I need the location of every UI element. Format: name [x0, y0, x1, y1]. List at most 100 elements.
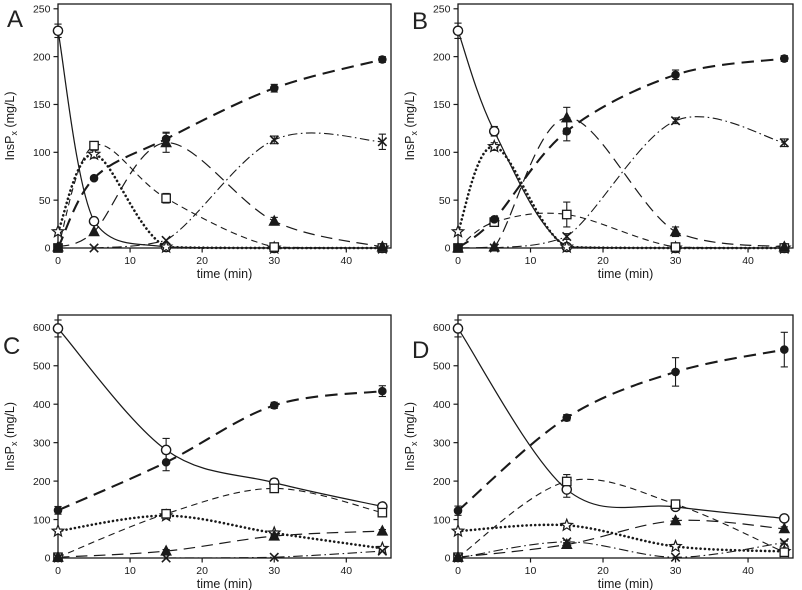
- curve-open-circle-solid: [57, 328, 383, 508]
- y-axis-title: InsPx (mg/L): [403, 402, 419, 471]
- curve-x-cross-dashdot: [457, 541, 785, 559]
- x-axis-title: time (min): [197, 577, 253, 590]
- x-axis: 0 10 20 30 40: [55, 248, 352, 267]
- panel-A-label: A: [7, 6, 24, 33]
- svg-text:40: 40: [340, 255, 352, 267]
- svg-text:40: 40: [340, 565, 352, 577]
- error-bars: [54, 23, 386, 226]
- panel-A-plot: 0 50 100 150 200 250 0 10 20 30 40 time (min) InsPx …: [3, 3, 392, 281]
- y-axis: 0 100 200 300 400 500 600: [33, 322, 58, 565]
- svg-text:100: 100: [433, 514, 451, 526]
- svg-text:30: 30: [268, 255, 280, 267]
- series-curves: [456, 328, 786, 559]
- y-axis-title: InsPx (mg/L): [3, 402, 19, 471]
- svg-text:150: 150: [33, 99, 51, 111]
- series-curves: [456, 30, 786, 250]
- panel-D-plot: 0 100 200 300 400 500 600 0 10 20 30 40 time (min) In…: [403, 314, 794, 590]
- panel-B-label: B: [412, 8, 429, 35]
- svg-text:10: 10: [525, 565, 537, 577]
- x-axis-title: time (min): [598, 577, 654, 590]
- curve-filled-circle-longdash: [57, 390, 383, 512]
- panel-C-plot: 0 100 200 300 400 500 600 0 10 20 30 40 time (min) In…: [3, 314, 392, 590]
- curve-filled-triangle-longdash: [457, 117, 785, 249]
- svg-text:100: 100: [433, 147, 451, 159]
- x-axis-title: time (min): [197, 267, 253, 281]
- curve-open-square-dash: [57, 144, 383, 249]
- svg-text:250: 250: [433, 3, 451, 15]
- svg-text:10: 10: [124, 255, 136, 267]
- svg-text:150: 150: [433, 99, 451, 111]
- curve-open-circle-solid: [457, 30, 785, 249]
- curve-x-cross-dashdot: [458, 116, 785, 249]
- y-axis-title: InsPx (mg/L): [403, 91, 419, 160]
- markers-open-circle-solid: [52, 323, 388, 512]
- markers-filled-circle-longdash: [53, 386, 387, 515]
- svg-text:20: 20: [597, 255, 609, 267]
- svg-text:50: 50: [39, 195, 51, 207]
- svg-text:30: 30: [268, 565, 280, 577]
- curve-x-cross-dashdot: [58, 132, 383, 249]
- curve-open-circle-solid: [57, 30, 383, 249]
- markers-open-circle-solid: [452, 323, 790, 524]
- error-bars: [54, 319, 386, 554]
- svg-text:0: 0: [55, 255, 61, 267]
- markers-filled-circle-longdash: [453, 54, 789, 253]
- markers-x-cross-dashdot: [53, 546, 388, 563]
- svg-text:200: 200: [33, 476, 51, 488]
- markers-filled-circle-longdash: [453, 345, 789, 516]
- panel-C-label: C: [3, 333, 21, 360]
- svg-text:20: 20: [196, 255, 208, 267]
- svg-text:20: 20: [196, 565, 208, 577]
- y-axis: 0 100 200 300 400 500 600: [433, 322, 458, 565]
- x-axis: 0 10 20 30 40: [455, 558, 754, 577]
- axis-frame: [457, 314, 794, 559]
- x-axis-title: time (min): [598, 267, 654, 281]
- svg-text:0: 0: [45, 243, 51, 255]
- markers-open-square-dash: [453, 209, 790, 253]
- panel-D-label: D: [412, 337, 430, 364]
- svg-text:0: 0: [55, 565, 61, 577]
- curve-filled-triangle-longdash: [57, 530, 383, 558]
- panel-A: A 0 50 100 150 200 250 0 10 20 30 40 time (min) InsP…: [0, 0, 400, 295]
- svg-text:200: 200: [33, 51, 51, 63]
- svg-text:300: 300: [33, 437, 51, 449]
- curve-x-cross-dashdot: [58, 550, 383, 559]
- curve-open-star-dotted: [456, 145, 786, 250]
- series-curves: [56, 30, 384, 250]
- panel-B: B 0 50 100 150 200 250 0 10 20 30 40 time (min) InsP…: [400, 0, 802, 295]
- curve-filled-triangle-longdash: [457, 519, 785, 558]
- svg-text:0: 0: [445, 553, 451, 565]
- svg-text:400: 400: [33, 399, 51, 411]
- panel-B-plot: 0 50 100 150 200 250 0 10 20 30 40 time (min) InsPx …: [403, 3, 794, 281]
- svg-text:40: 40: [742, 255, 754, 267]
- y-axis-title: InsPx (mg/L): [3, 91, 19, 160]
- x-axis: 0 10 20 30 40: [455, 248, 754, 267]
- markers-open-star-dotted: [50, 146, 390, 255]
- svg-text:0: 0: [455, 255, 461, 267]
- y-axis: 0 50 100 150 200 250: [433, 3, 458, 255]
- svg-text:40: 40: [742, 565, 754, 577]
- markers-open-circle-solid: [452, 25, 790, 254]
- svg-text:100: 100: [33, 147, 51, 159]
- curve-open-square-dash: [57, 487, 383, 558]
- curve-open-circle-solid: [457, 328, 785, 520]
- svg-text:600: 600: [433, 322, 451, 334]
- svg-text:0: 0: [445, 243, 451, 255]
- markers-open-square-dash: [53, 140, 388, 253]
- axis-frame: [457, 3, 794, 249]
- curve-filled-circle-longdash: [457, 57, 785, 249]
- svg-text:500: 500: [433, 360, 451, 372]
- markers-open-star-dotted: [450, 138, 792, 255]
- curve-filled-circle-longdash: [57, 58, 383, 249]
- markers-filled-circle-longdash: [53, 55, 387, 253]
- curve-filled-triangle-longdash: [57, 142, 383, 248]
- markers-filled-triangle-longdash: [52, 136, 389, 252]
- svg-text:200: 200: [433, 476, 451, 488]
- markers-x-cross-dashdot: [453, 537, 790, 563]
- curve-open-square-dash: [457, 212, 785, 249]
- y-axis: 0 50 100 150 200 250: [33, 3, 58, 255]
- markers-x-cross-dashdot: [453, 115, 790, 253]
- svg-text:400: 400: [433, 399, 451, 411]
- svg-text:100: 100: [33, 514, 51, 526]
